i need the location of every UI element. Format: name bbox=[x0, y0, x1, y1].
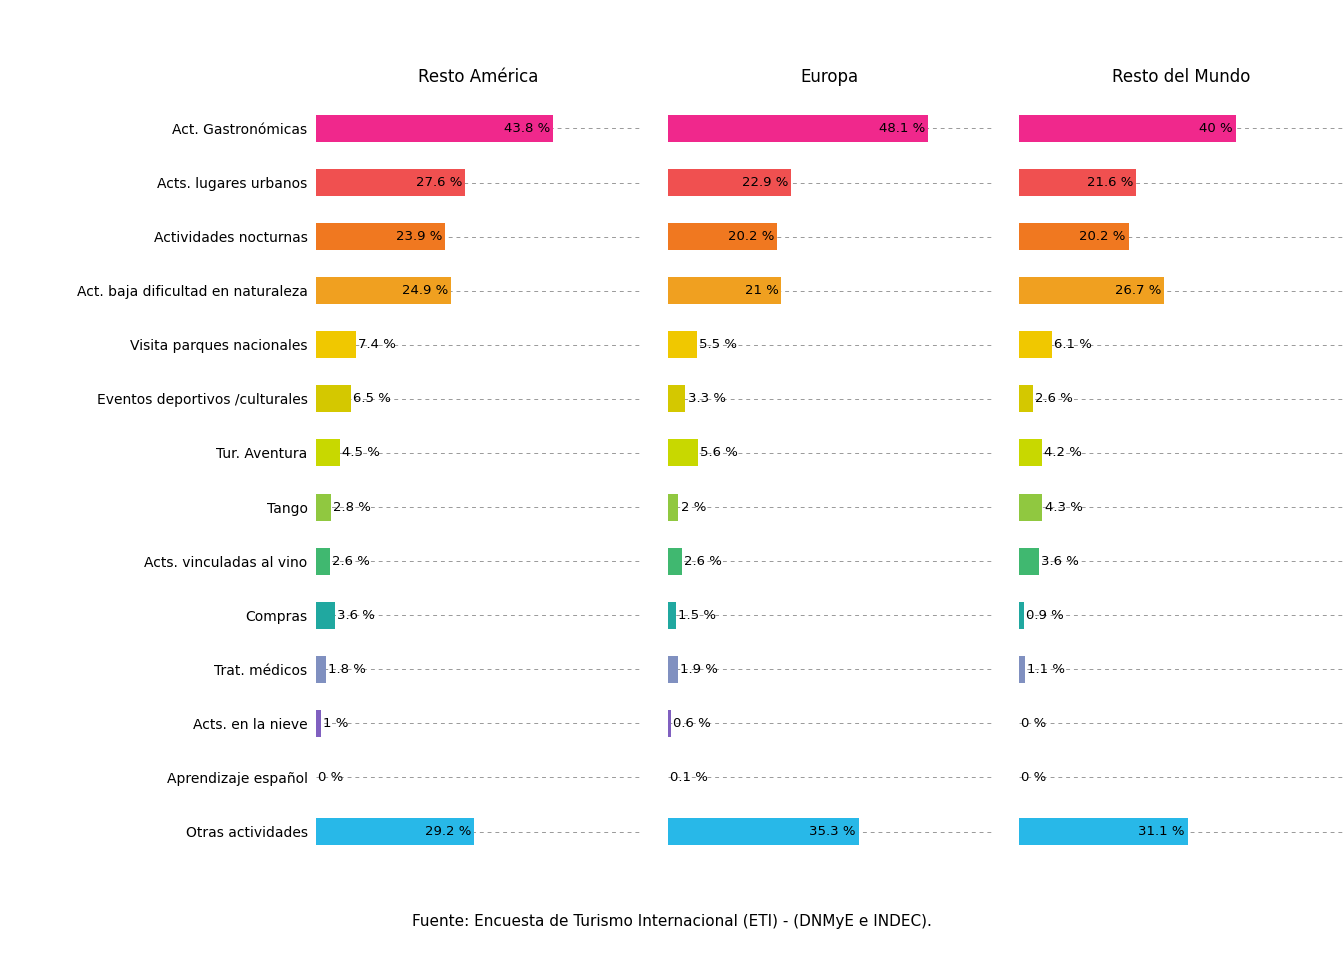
Bar bbox=[1019, 818, 1188, 845]
Text: 2 %: 2 % bbox=[680, 500, 706, 514]
Bar bbox=[316, 547, 329, 575]
Title: Europa: Europa bbox=[801, 68, 859, 86]
Text: 4.2 %: 4.2 % bbox=[1044, 446, 1082, 460]
Text: 48.1 %: 48.1 % bbox=[879, 122, 925, 135]
Text: 4.5 %: 4.5 % bbox=[343, 446, 380, 460]
Text: 31.1 %: 31.1 % bbox=[1138, 825, 1185, 838]
Text: 0 %: 0 % bbox=[319, 771, 343, 784]
Text: 0.6 %: 0.6 % bbox=[673, 717, 711, 730]
Text: 20.2 %: 20.2 % bbox=[1079, 230, 1126, 243]
Text: 0 %: 0 % bbox=[1021, 771, 1047, 784]
Bar bbox=[668, 547, 681, 575]
Text: Fuente: Encuesta de Turismo Internacional (ETI) - (DNMyE e INDEC).: Fuente: Encuesta de Turismo Internaciona… bbox=[413, 914, 931, 929]
Title: Resto del Mundo: Resto del Mundo bbox=[1113, 68, 1251, 86]
Bar bbox=[316, 493, 331, 520]
Bar bbox=[316, 277, 450, 304]
Text: 1.5 %: 1.5 % bbox=[677, 609, 716, 622]
Text: 1 %: 1 % bbox=[324, 717, 349, 730]
Text: 24.9 %: 24.9 % bbox=[402, 284, 448, 298]
Bar bbox=[668, 277, 781, 304]
Text: 20.2 %: 20.2 % bbox=[728, 230, 774, 243]
Text: 2.8 %: 2.8 % bbox=[333, 500, 371, 514]
Bar bbox=[668, 331, 698, 358]
Bar bbox=[316, 223, 445, 251]
Text: 40 %: 40 % bbox=[1199, 122, 1232, 135]
Bar bbox=[316, 602, 335, 629]
Bar bbox=[1019, 169, 1136, 196]
Bar bbox=[1019, 331, 1052, 358]
Text: 5.6 %: 5.6 % bbox=[700, 446, 738, 460]
Text: 26.7 %: 26.7 % bbox=[1114, 284, 1161, 298]
Bar bbox=[1019, 656, 1025, 683]
Bar bbox=[668, 493, 679, 520]
Bar bbox=[316, 169, 465, 196]
Text: 43.8 %: 43.8 % bbox=[504, 122, 550, 135]
Text: 1.9 %: 1.9 % bbox=[680, 662, 718, 676]
Bar bbox=[1019, 602, 1024, 629]
Text: 2.6 %: 2.6 % bbox=[684, 555, 722, 567]
Bar bbox=[1019, 223, 1129, 251]
Bar bbox=[316, 656, 325, 683]
Text: 2.6 %: 2.6 % bbox=[332, 555, 370, 567]
Text: 1.1 %: 1.1 % bbox=[1027, 662, 1066, 676]
Bar bbox=[668, 223, 777, 251]
Bar bbox=[316, 385, 351, 413]
Text: 21.6 %: 21.6 % bbox=[1087, 176, 1133, 189]
Bar bbox=[1019, 440, 1042, 467]
Title: Resto América: Resto América bbox=[418, 68, 539, 86]
Bar bbox=[668, 602, 676, 629]
Bar bbox=[668, 440, 698, 467]
Text: 4.3 %: 4.3 % bbox=[1044, 500, 1082, 514]
Text: 7.4 %: 7.4 % bbox=[358, 338, 396, 351]
Text: 2.6 %: 2.6 % bbox=[1035, 393, 1074, 405]
Bar bbox=[668, 818, 859, 845]
Bar bbox=[316, 818, 474, 845]
Text: 27.6 %: 27.6 % bbox=[417, 176, 462, 189]
Bar bbox=[316, 709, 321, 737]
Bar bbox=[1019, 493, 1043, 520]
Bar bbox=[668, 115, 927, 142]
Text: 0 %: 0 % bbox=[1021, 717, 1047, 730]
Text: 0.1 %: 0.1 % bbox=[671, 771, 708, 784]
Text: 29.2 %: 29.2 % bbox=[425, 825, 472, 838]
Bar bbox=[668, 656, 677, 683]
Bar bbox=[1019, 115, 1235, 142]
Text: 3.3 %: 3.3 % bbox=[688, 393, 726, 405]
Bar bbox=[316, 331, 356, 358]
Bar bbox=[316, 115, 552, 142]
Text: 5.5 %: 5.5 % bbox=[699, 338, 738, 351]
Text: 23.9 %: 23.9 % bbox=[396, 230, 442, 243]
Bar bbox=[1019, 547, 1039, 575]
Bar bbox=[316, 440, 340, 467]
Bar bbox=[668, 709, 671, 737]
Text: 21 %: 21 % bbox=[745, 284, 778, 298]
Bar bbox=[668, 169, 792, 196]
Text: 1.8 %: 1.8 % bbox=[328, 662, 366, 676]
Bar bbox=[668, 385, 685, 413]
Text: 6.5 %: 6.5 % bbox=[353, 393, 391, 405]
Text: 0.9 %: 0.9 % bbox=[1027, 609, 1064, 622]
Text: 3.6 %: 3.6 % bbox=[337, 609, 375, 622]
Bar bbox=[1019, 385, 1034, 413]
Text: 3.6 %: 3.6 % bbox=[1040, 555, 1079, 567]
Text: 22.9 %: 22.9 % bbox=[742, 176, 789, 189]
Text: 35.3 %: 35.3 % bbox=[809, 825, 856, 838]
Bar bbox=[1019, 277, 1164, 304]
Text: 6.1 %: 6.1 % bbox=[1055, 338, 1093, 351]
